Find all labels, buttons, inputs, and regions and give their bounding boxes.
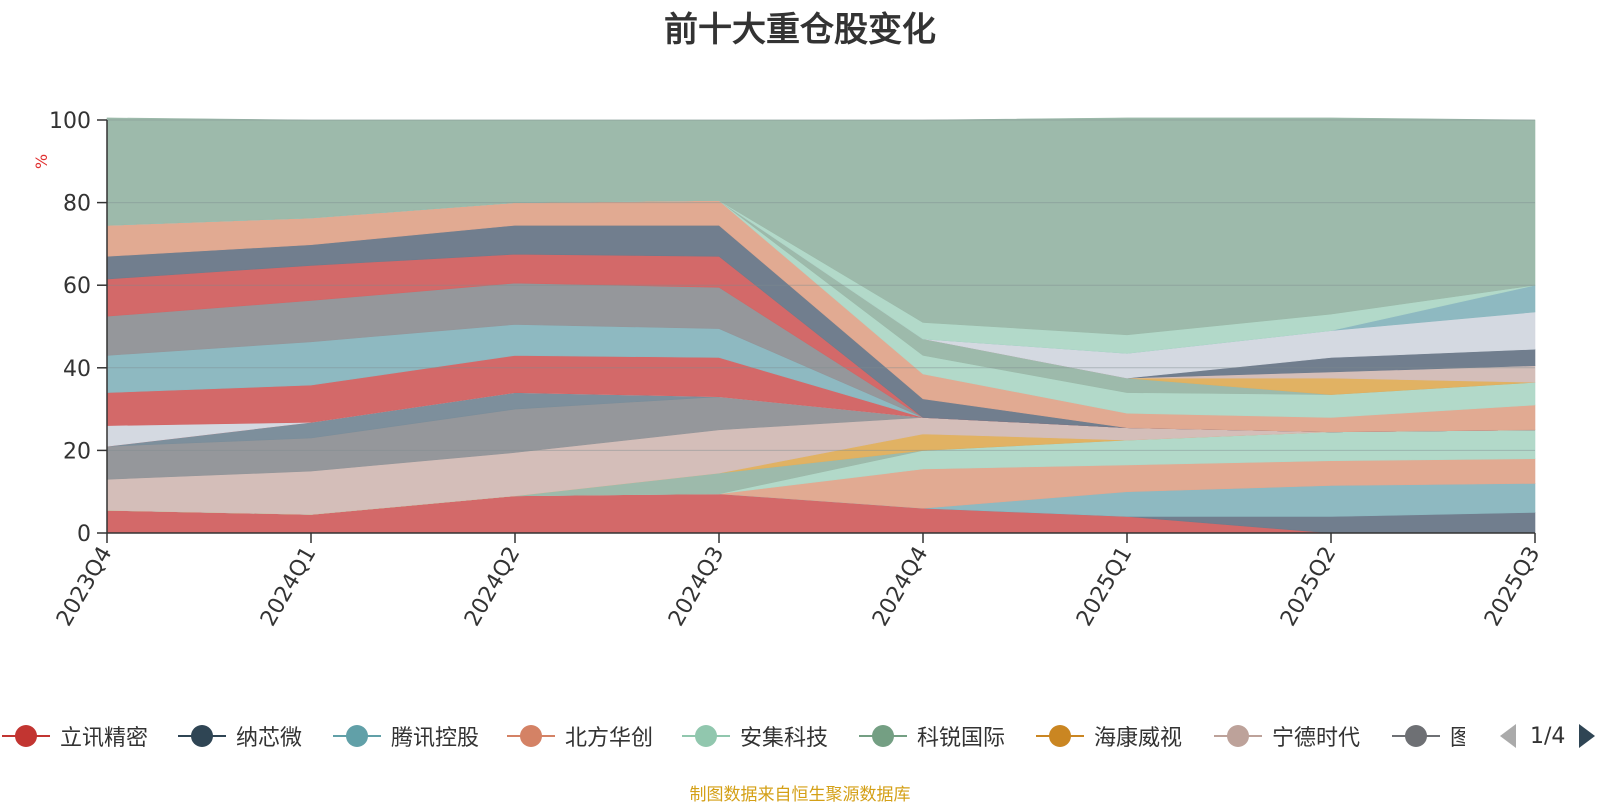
legend-circle-icon bbox=[1392, 725, 1440, 747]
legend-label: 宁德时代 bbox=[1272, 726, 1361, 751]
legend-item[interactable]: 立讯精密 bbox=[0, 718, 148, 754]
legend-circle-icon bbox=[2, 725, 50, 747]
data-source-footer: 制图数据来自恒生聚源数据库 bbox=[689, 785, 911, 805]
legend-item[interactable]: 宁德时代 bbox=[1212, 718, 1360, 754]
legend-item[interactable]: 图南股份 bbox=[1390, 718, 1465, 754]
legend-circle-icon bbox=[859, 725, 907, 747]
legend-label: 科锐国际 bbox=[917, 726, 1006, 751]
x-tick-label: 2025Q3 bbox=[1480, 543, 1545, 631]
legend-circle-icon bbox=[333, 725, 381, 747]
legend-label: 图南股份 bbox=[1450, 726, 1465, 751]
x-tick-label: 2024Q3 bbox=[664, 543, 729, 631]
y-tick-label: 20 bbox=[63, 439, 91, 464]
pager-text: 1/4 bbox=[1530, 723, 1566, 749]
legend-item[interactable]: 科锐国际 bbox=[857, 718, 1005, 754]
y-tick-label: 60 bbox=[63, 274, 91, 299]
legend-label: 海康威视 bbox=[1094, 726, 1183, 751]
legend-label: 安集科技 bbox=[740, 726, 829, 751]
legend-circle-icon bbox=[1214, 725, 1262, 747]
pager-next-icon[interactable] bbox=[1575, 720, 1599, 752]
pager-prev-icon[interactable] bbox=[1496, 720, 1520, 752]
x-tick-label: 2024Q2 bbox=[460, 543, 525, 631]
y-tick-label: 40 bbox=[63, 357, 91, 382]
chart-plot: 0 20 40 60 80 100 2023Q4 2024Q1 2024Q2 2024Q3 2024… bbox=[49, 109, 1545, 631]
legend-item[interactable]: 腾讯控股 bbox=[331, 718, 479, 754]
legend-item[interactable]: 安集科技 bbox=[680, 718, 828, 754]
legend-item[interactable]: 海康威视 bbox=[1034, 718, 1182, 754]
legend-circle-icon bbox=[1036, 725, 1084, 747]
chart-title: 前十大重仓股变化 bbox=[664, 10, 936, 50]
legend-circle-icon bbox=[682, 725, 730, 747]
y-tick-label: 100 bbox=[49, 109, 91, 134]
legend-item[interactable]: 北方华创 bbox=[505, 718, 653, 754]
legend-label: 立讯精密 bbox=[60, 726, 149, 751]
legend: 立讯精密 纳芯微 腾讯控股 北方华创 安集科技 科锐国际 海康威视 宁德时代 图南股份 bbox=[0, 718, 1600, 754]
legend-label: 纳芯微 bbox=[236, 726, 303, 751]
x-tick-label: 2025Q2 bbox=[1276, 543, 1341, 631]
y-tick-label: 80 bbox=[63, 192, 91, 217]
legend-circle-icon bbox=[507, 725, 555, 747]
legend-label: 腾讯控股 bbox=[391, 726, 480, 751]
legend-label: 北方华创 bbox=[565, 726, 654, 751]
x-tick-label: 2025Q1 bbox=[1072, 543, 1137, 631]
x-tick-label: 2024Q4 bbox=[868, 543, 933, 631]
area-series-27 bbox=[106, 117, 1536, 336]
legend-circle-icon bbox=[178, 725, 226, 747]
legend-pager: 1/4 bbox=[1496, 718, 1599, 754]
x-tick-label: 2023Q4 bbox=[52, 543, 117, 631]
x-tick-label: 2024Q1 bbox=[256, 543, 321, 631]
y-tick-label: 0 bbox=[77, 522, 91, 547]
legend-item[interactable]: 纳芯微 bbox=[176, 718, 302, 754]
